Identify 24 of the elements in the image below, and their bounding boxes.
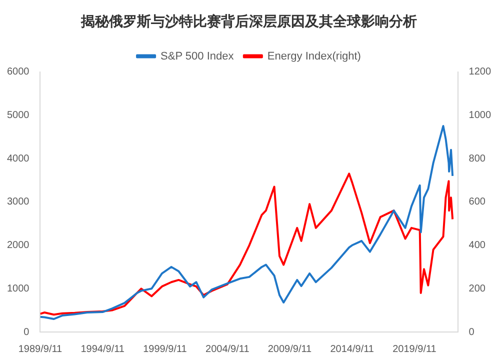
x-tick-label: 1989/9/11 <box>18 344 63 355</box>
legend-label: S&P 500 Index <box>160 50 234 62</box>
y-tick-label: 3000 <box>6 196 30 208</box>
chart-title: 揭秘俄罗斯与沙特比赛背后深层原因及其全球影响分析 <box>80 13 417 30</box>
y2-tick-label: 1000 <box>468 110 492 121</box>
y-tick-label: 2000 <box>6 240 30 252</box>
y-tick-label: 6000 <box>6 66 30 78</box>
x-tick-label: 2004/9/11 <box>206 344 250 355</box>
x-tick-label: 1999/9/11 <box>143 344 188 355</box>
y2-tick-label: 1200 <box>468 66 492 78</box>
legend-label: Energy Index(right) <box>267 50 361 62</box>
y-tick-label: 1000 <box>6 283 30 294</box>
x-tick-label: 2014/9/11 <box>330 344 374 355</box>
y2-tick-label: 800 <box>468 153 486 164</box>
y-tick-label: 0 <box>24 326 30 338</box>
y2-tick-label: 400 <box>468 240 486 252</box>
y-tick-label: 5000 <box>6 110 30 121</box>
y-tick-label: 4000 <box>6 153 30 164</box>
y2-tick-label: 0 <box>468 326 475 338</box>
x-tick-label: 2019/9/11 <box>392 344 437 355</box>
y2-tick-label: 600 <box>468 196 486 208</box>
x-tick-label: 1994/9/11 <box>80 344 125 355</box>
x-tick-label: 2009/9/11 <box>268 344 312 355</box>
y2-tick-label: 200 <box>468 283 486 294</box>
